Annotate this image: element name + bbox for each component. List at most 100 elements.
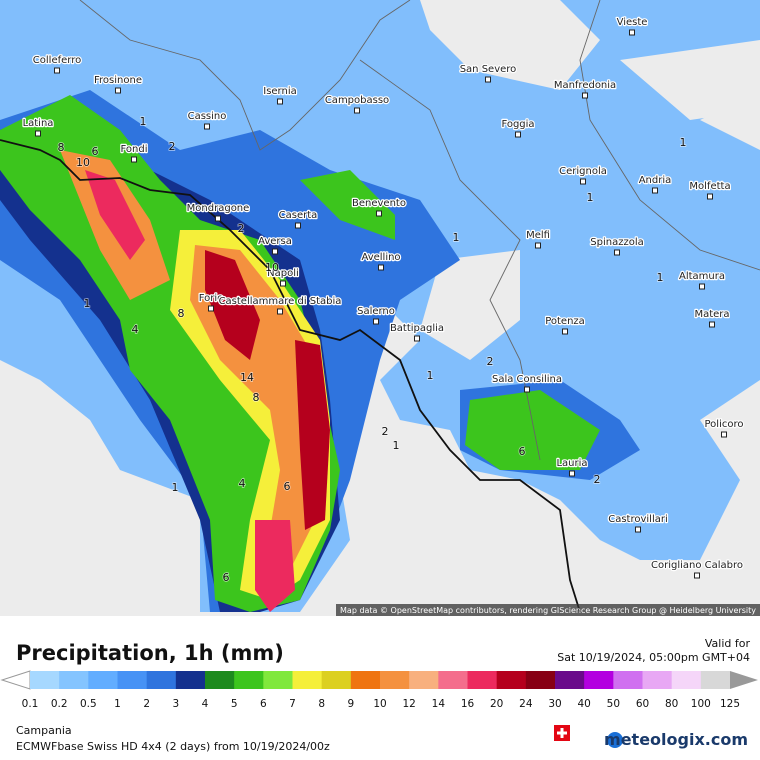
colorbar-cell <box>263 671 293 689</box>
attribution: Map data © OpenStreetMap contributors, r… <box>340 606 756 615</box>
city-label: Andria <box>639 175 672 186</box>
map: Vieste San Severo Manfredonia Colleferro Fro… <box>0 0 760 616</box>
contour-label: 4 <box>132 323 139 336</box>
attribution-bg <box>336 604 760 616</box>
contour-label: 1 <box>657 271 664 284</box>
colorbar-cell <box>205 671 235 689</box>
contour-label: 1 <box>172 481 179 494</box>
city-marker <box>215 215 221 222</box>
colorbar-cell <box>175 671 206 689</box>
contour-label: 2 <box>594 473 601 486</box>
dry-area <box>420 250 520 360</box>
city-label: Molfetta <box>689 181 730 192</box>
colorbar-tick-label: 12 <box>402 698 415 710</box>
contour-label: 10 <box>265 261 279 274</box>
colorbar-cell <box>59 671 89 689</box>
precip-area <box>0 95 340 612</box>
city-marker <box>535 242 541 249</box>
city-marker <box>414 335 420 342</box>
swiss-cross <box>557 728 567 738</box>
colorbar-tick-label: 20 <box>490 698 503 710</box>
colorbar-cell <box>613 671 643 689</box>
city-label: Aversa <box>258 236 292 247</box>
city-label: Forio <box>199 293 224 304</box>
contour-label: 8 <box>253 391 260 404</box>
colorbar-tick-label: 100 <box>691 698 711 710</box>
colorbar-tick-label: 14 <box>432 698 446 710</box>
city-marker <box>699 283 705 290</box>
city-marker <box>614 249 620 256</box>
colorbar-cell <box>438 671 468 689</box>
contour-label: 1 <box>427 369 434 382</box>
colorbar-tick-label: 9 <box>347 698 354 710</box>
city-label: Spinazzola <box>590 237 643 248</box>
city-marker <box>35 130 41 137</box>
city-label: Sala Consilina <box>492 374 562 385</box>
colorbar-tick-label: 8 <box>318 698 325 710</box>
city-marker <box>721 431 727 438</box>
model: ECMWFbase Swiss HD 4x4 (2 days) from 10/… <box>16 740 330 753</box>
colorbar-tick-label: 0.1 <box>22 698 39 710</box>
colorbar-tick-label: 50 <box>607 698 620 710</box>
colorbar-cell <box>234 671 264 689</box>
city-label: Caserta <box>279 210 318 221</box>
city-label: Isernia <box>263 86 297 97</box>
contour-label: 6 <box>92 145 99 158</box>
city-label: Frosinone <box>94 75 142 86</box>
colorbar-tick-label: 1 <box>114 698 121 710</box>
colorbar-cell <box>555 671 585 689</box>
colorbar-tick-label: 16 <box>461 698 475 710</box>
city-marker <box>562 328 568 335</box>
colorbar-cell <box>380 671 410 689</box>
contour-label: 1 <box>587 191 594 204</box>
valid-label: Valid for <box>705 637 751 650</box>
colorbar-cell <box>321 671 352 689</box>
colorbar-cell <box>30 671 60 689</box>
contour-label: 1 <box>453 231 460 244</box>
city-marker <box>204 123 210 130</box>
city-label: Fondi <box>121 144 148 155</box>
colorbar-tick-label: 40 <box>577 698 590 710</box>
colorbar-cell <box>671 671 702 689</box>
contour-label: 2 <box>382 425 389 438</box>
city-label: Vieste <box>617 17 648 28</box>
city-label: Colleferro <box>33 55 81 66</box>
contour-label: 2 <box>169 140 176 153</box>
city-label: Latina <box>23 118 54 129</box>
legend: Precipitation, 1h (mm) Valid for Sat 10/… <box>0 637 758 753</box>
colorbar-cell <box>350 671 381 689</box>
precip-area <box>295 340 330 530</box>
city-marker <box>515 131 521 138</box>
city-marker <box>272 248 278 255</box>
city-label: Melfi <box>526 230 550 241</box>
colorbar-tick-label: 125 <box>720 698 740 710</box>
colorbar-tick-label: 10 <box>373 698 386 710</box>
colorbar-tick-label: 0.5 <box>80 698 97 710</box>
colorbar-arrow-left <box>0 670 31 690</box>
contour-label: 6 <box>284 480 291 493</box>
colorbar-cell <box>117 671 148 689</box>
city-label: Campobasso <box>325 95 389 106</box>
city-marker <box>373 318 379 325</box>
precip-area <box>255 520 295 612</box>
precip-area <box>205 250 260 360</box>
colorbar-tick-label: 60 <box>636 698 649 710</box>
colorbar-tick-label: 2 <box>143 698 150 710</box>
city-marker <box>580 178 586 185</box>
region: Campania <box>16 724 72 737</box>
colorbar-tick-label: 0.2 <box>51 698 68 710</box>
city-marker <box>694 572 700 579</box>
contour-label: 8 <box>178 307 185 320</box>
city-label: Altamura <box>679 271 725 282</box>
colorbar-cell <box>292 671 323 689</box>
colorbar-tick-label: 3 <box>172 698 179 710</box>
dry-area <box>620 40 760 120</box>
contour-label: 4 <box>239 477 246 490</box>
city-marker <box>376 210 382 217</box>
city-label: Matera <box>694 309 729 320</box>
legend-title: Precipitation, 1h (mm) <box>16 641 284 665</box>
city-label: Castrovillari <box>608 514 668 525</box>
city-label: Policoro <box>705 419 744 430</box>
